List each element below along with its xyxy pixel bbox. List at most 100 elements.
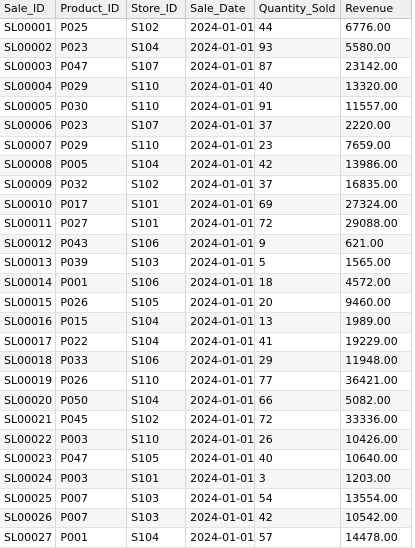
product-id-cell[interactable]: P027 bbox=[55, 214, 128, 235]
sale-date-cell[interactable]: 2024-01-01 bbox=[185, 351, 255, 372]
revenue-cell[interactable]: 10640.00 bbox=[340, 449, 412, 470]
table-row[interactable]: SL00016 P015 S104 2024-01-01 13 1989.00 bbox=[0, 312, 412, 333]
revenue-cell[interactable]: 2220.00 bbox=[340, 116, 412, 137]
table-row[interactable]: SL00005 P030 S110 2024-01-01 91 11557.00 bbox=[0, 96, 412, 117]
revenue-cell[interactable]: 6776.00 bbox=[340, 18, 412, 39]
sale-date-cell[interactable]: 2024-01-01 bbox=[185, 429, 255, 451]
store-id-cell[interactable]: S103 bbox=[126, 253, 187, 274]
store-id-cell[interactable]: S101 bbox=[126, 194, 187, 215]
product-id-cell[interactable]: P026 bbox=[55, 292, 128, 313]
sale-id-cell[interactable]: SL00007 bbox=[0, 136, 57, 157]
table-row[interactable]: SL00001 P025 S102 2024-01-01 44 6776.00 bbox=[0, 18, 412, 39]
store-id-cell[interactable]: S105 bbox=[126, 449, 187, 470]
quantity-sold-cell[interactable]: 40 bbox=[254, 77, 342, 98]
sale-id-cell[interactable]: SL00019 bbox=[0, 371, 57, 392]
table-row[interactable]: SL00026 P007 S103 2024-01-01 42 10542.00 bbox=[0, 508, 412, 529]
product-id-cell[interactable]: P045 bbox=[55, 410, 128, 431]
quantity-sold-cell[interactable]: 54 bbox=[254, 488, 342, 509]
sale-id-cell[interactable]: SL00011 bbox=[0, 214, 57, 235]
store-id-cell[interactable]: S101 bbox=[126, 469, 187, 490]
table-row[interactable]: SL00009 P032 S102 2024-01-01 37 16835.00 bbox=[0, 175, 412, 196]
sale-id-cell[interactable]: SL00021 bbox=[0, 410, 57, 431]
table-row[interactable]: SL00017 P022 S104 2024-01-01 41 19229.00 bbox=[0, 332, 412, 353]
sale-id-cell[interactable]: SL00022 bbox=[0, 429, 57, 451]
product-id-cell[interactable]: P003 bbox=[55, 469, 128, 490]
table-row[interactable]: SL00020 P050 S104 2024-01-01 66 5082.00 bbox=[0, 390, 412, 411]
product-id-cell[interactable]: P007 bbox=[55, 488, 128, 509]
sale-id-cell[interactable]: SL00020 bbox=[0, 390, 57, 411]
product-id-cell[interactable]: P029 bbox=[55, 136, 128, 157]
table-row[interactable]: SL00015 P026 S105 2024-01-01 20 9460.00 bbox=[0, 292, 412, 313]
column-header-revenue[interactable]: Revenue bbox=[340, 0, 412, 19]
product-id-cell[interactable]: P001 bbox=[55, 527, 128, 548]
sale-id-cell[interactable]: SL00006 bbox=[0, 116, 57, 137]
sale-date-cell[interactable]: 2024-01-01 bbox=[185, 214, 255, 235]
product-id-cell[interactable]: P007 bbox=[55, 508, 128, 529]
sale-date-cell[interactable]: 2024-01-01 bbox=[185, 508, 255, 529]
quantity-sold-cell[interactable]: 37 bbox=[254, 116, 342, 137]
store-id-cell[interactable]: S110 bbox=[126, 136, 187, 157]
store-id-cell[interactable]: S104 bbox=[126, 332, 187, 353]
sale-date-cell[interactable]: 2024-01-01 bbox=[185, 136, 255, 157]
revenue-cell[interactable]: 5580.00 bbox=[340, 38, 412, 59]
revenue-cell[interactable]: 36421.00 bbox=[340, 371, 412, 392]
table-row[interactable]: SL00011 P027 S101 2024-01-01 72 29088.00 bbox=[0, 214, 412, 235]
store-id-cell[interactable]: S104 bbox=[126, 155, 187, 176]
store-id-cell[interactable]: S107 bbox=[126, 116, 187, 137]
quantity-sold-cell[interactable]: 40 bbox=[254, 449, 342, 470]
sale-date-cell[interactable]: 2024-01-01 bbox=[185, 449, 255, 470]
sale-date-cell[interactable]: 2024-01-01 bbox=[185, 488, 255, 509]
revenue-cell[interactable]: 13320.00 bbox=[340, 77, 412, 98]
quantity-sold-cell[interactable]: 18 bbox=[254, 273, 342, 294]
table-row[interactable]: SL00019 P026 S110 2024-01-01 77 36421.00 bbox=[0, 371, 412, 392]
product-id-cell[interactable]: P023 bbox=[55, 38, 128, 59]
store-id-cell[interactable]: S107 bbox=[126, 57, 187, 78]
store-id-cell[interactable]: S104 bbox=[126, 527, 187, 548]
revenue-cell[interactable]: 621.00 bbox=[340, 234, 412, 255]
product-id-cell[interactable]: P001 bbox=[55, 273, 128, 294]
table-row[interactable]: SL00025 P007 S103 2024-01-01 54 13554.00 bbox=[0, 488, 412, 509]
revenue-cell[interactable]: 1989.00 bbox=[340, 312, 412, 333]
product-id-cell[interactable]: P033 bbox=[55, 351, 128, 372]
product-id-cell[interactable]: P015 bbox=[55, 312, 128, 333]
table-row[interactable]: SL00023 P047 S105 2024-01-01 40 10640.00 bbox=[0, 449, 412, 470]
store-id-cell[interactable]: S106 bbox=[126, 273, 187, 294]
revenue-cell[interactable]: 9460.00 bbox=[340, 292, 412, 313]
store-id-cell[interactable]: S102 bbox=[126, 175, 187, 196]
quantity-sold-cell[interactable]: 13 bbox=[254, 312, 342, 333]
table-row[interactable]: SL00012 P043 S106 2024-01-01 9 621.00 bbox=[0, 234, 412, 255]
quantity-sold-cell[interactable]: 41 bbox=[254, 332, 342, 353]
sale-id-cell[interactable]: SL00013 bbox=[0, 253, 57, 274]
store-id-cell[interactable]: S110 bbox=[126, 77, 187, 98]
sale-id-cell[interactable]: SL00004 bbox=[0, 77, 57, 98]
sale-id-cell[interactable]: SL00002 bbox=[0, 38, 57, 59]
sale-date-cell[interactable]: 2024-01-01 bbox=[185, 155, 255, 176]
quantity-sold-cell[interactable]: 66 bbox=[254, 390, 342, 411]
revenue-cell[interactable]: 7659.00 bbox=[340, 136, 412, 157]
store-id-cell[interactable]: S102 bbox=[126, 410, 187, 431]
revenue-cell[interactable]: 11948.00 bbox=[340, 351, 412, 372]
product-id-cell[interactable]: P043 bbox=[55, 234, 128, 255]
sale-date-cell[interactable]: 2024-01-01 bbox=[185, 332, 255, 353]
revenue-cell[interactable]: 33336.00 bbox=[340, 410, 412, 431]
quantity-sold-cell[interactable]: 77 bbox=[254, 371, 342, 392]
revenue-cell[interactable]: 13986.00 bbox=[340, 155, 412, 176]
product-id-cell[interactable]: P003 bbox=[55, 429, 128, 451]
revenue-cell[interactable]: 11557.00 bbox=[340, 96, 412, 117]
quantity-sold-cell[interactable]: 23 bbox=[254, 136, 342, 157]
sale-date-cell[interactable]: 2024-01-01 bbox=[185, 38, 255, 59]
product-id-cell[interactable]: P039 bbox=[55, 253, 128, 274]
column-header-quantity-sold[interactable]: Quantity_Sold bbox=[254, 0, 342, 19]
store-id-cell[interactable]: S104 bbox=[126, 312, 187, 333]
sale-date-cell[interactable]: 2024-01-01 bbox=[185, 527, 255, 548]
column-header-product-id[interactable]: Product_ID bbox=[55, 0, 128, 19]
revenue-cell[interactable]: 14478.00 bbox=[340, 527, 412, 548]
sale-date-cell[interactable]: 2024-01-01 bbox=[185, 96, 255, 117]
quantity-sold-cell[interactable]: 3 bbox=[254, 469, 342, 490]
store-id-cell[interactable]: S104 bbox=[126, 390, 187, 411]
store-id-cell[interactable]: S106 bbox=[126, 351, 187, 372]
table-row[interactable]: SL00027 P001 S104 2024-01-01 57 14478.00 bbox=[0, 527, 412, 548]
table-row[interactable]: SL00008 P005 S104 2024-01-01 42 13986.00 bbox=[0, 155, 412, 176]
revenue-cell[interactable]: 19229.00 bbox=[340, 332, 412, 353]
store-id-cell[interactable]: S110 bbox=[126, 371, 187, 392]
